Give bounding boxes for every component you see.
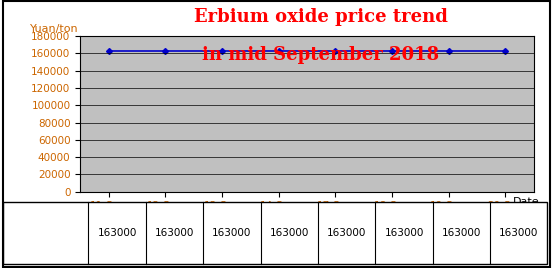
Text: 163000: 163000 xyxy=(327,228,366,238)
Text: Erbium oxide price trend: Erbium oxide price trend xyxy=(194,8,448,26)
Text: 163000: 163000 xyxy=(212,228,252,238)
Text: Yuan/ton: Yuan/ton xyxy=(30,24,79,34)
Text: 163000: 163000 xyxy=(97,228,137,238)
Text: 163000: 163000 xyxy=(155,228,194,238)
Text: Er2O3  ≥99%: Er2O3 ≥99% xyxy=(34,228,105,238)
Text: 163000: 163000 xyxy=(384,228,424,238)
Text: 163000: 163000 xyxy=(499,228,539,238)
Text: 163000: 163000 xyxy=(442,228,481,238)
Text: 163000: 163000 xyxy=(270,228,309,238)
Text: Date: Date xyxy=(513,197,539,207)
Text: in mid September 2018: in mid September 2018 xyxy=(202,46,439,64)
